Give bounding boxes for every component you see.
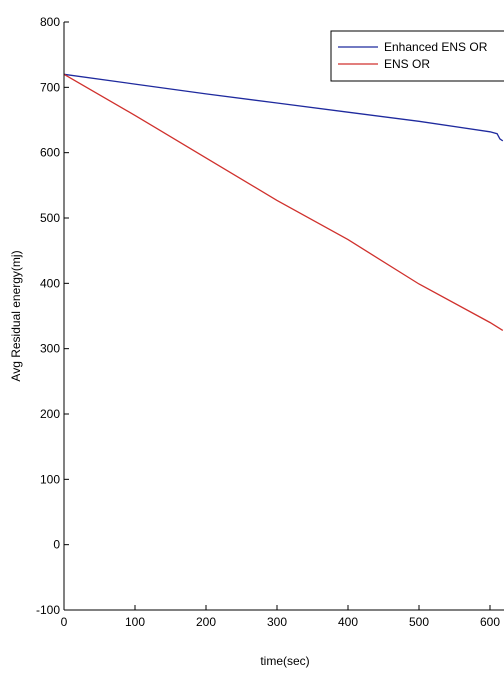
x-tick-label: 0 bbox=[61, 615, 68, 629]
y-tick-label: 800 bbox=[40, 15, 60, 29]
y-tick-label: 200 bbox=[40, 407, 60, 421]
y-tick-label: -100 bbox=[36, 603, 60, 617]
y-tick-label: 300 bbox=[40, 342, 60, 356]
x-ticks: 0 100 200 300 400 500 600 bbox=[61, 605, 500, 629]
y-tick-label: 0 bbox=[53, 538, 60, 552]
y-tick-label: 500 bbox=[40, 211, 60, 225]
series-layer bbox=[63, 73, 504, 331]
x-tick-label: 300 bbox=[267, 615, 287, 629]
y-tick-label: 400 bbox=[40, 276, 60, 290]
legend-box bbox=[330, 30, 504, 82]
x-tick-label: 600 bbox=[480, 615, 500, 629]
legend-label-1: Enhanced ENS OR bbox=[384, 40, 488, 54]
x-tick-label: 400 bbox=[338, 615, 358, 629]
plot-area bbox=[64, 22, 504, 610]
x-axis-title: time(sec) bbox=[260, 654, 309, 668]
y-tick-label: 100 bbox=[40, 472, 60, 486]
legend-label-2: ENS OR bbox=[384, 57, 430, 71]
x-tick-label: 100 bbox=[125, 615, 145, 629]
y-tick-label: 700 bbox=[40, 80, 60, 94]
series-line-1 bbox=[63, 73, 504, 142]
legend: Enhanced ENS OR ENS OR bbox=[330, 30, 504, 82]
series-line-2 bbox=[63, 73, 504, 331]
y-ticks: -100 0 100 200 300 400 500 600 700 800 bbox=[36, 15, 69, 617]
x-tick-label: 200 bbox=[196, 615, 216, 629]
y-tick-label: 600 bbox=[40, 146, 60, 160]
x-tick-label: 500 bbox=[409, 615, 429, 629]
y-axis-title: Avg Residual energy(mj) bbox=[9, 250, 23, 381]
